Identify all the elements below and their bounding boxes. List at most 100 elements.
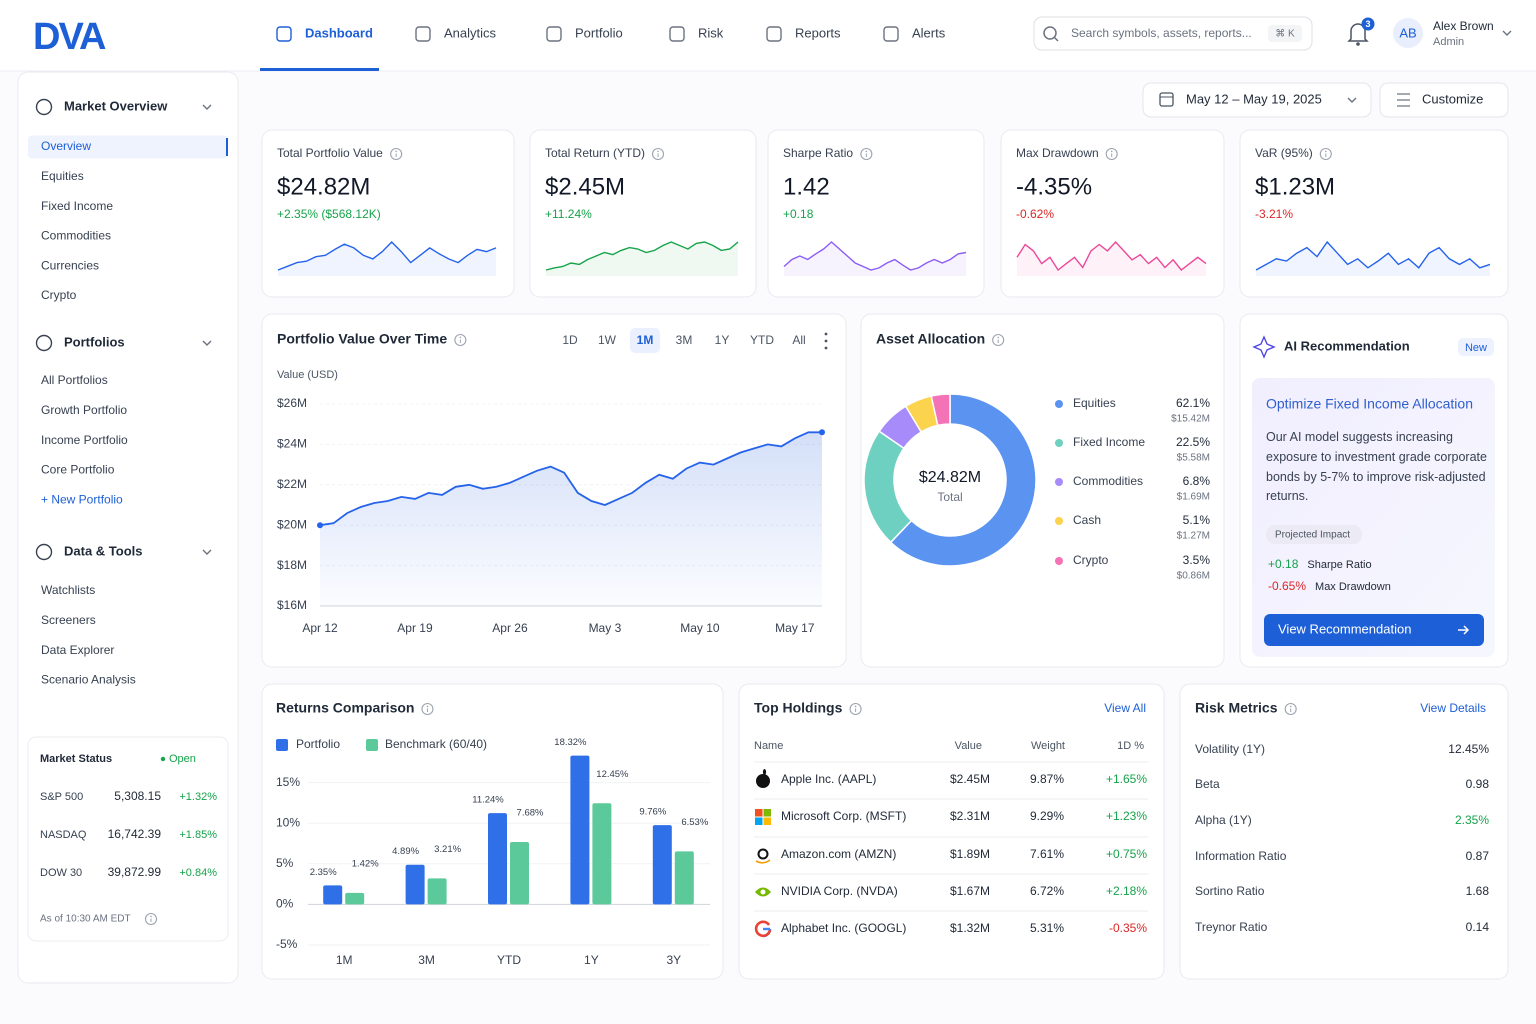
company-logo [762, 769, 767, 775]
nav-item[interactable]: Portfolio [575, 25, 623, 40]
info-icon[interactable] [860, 147, 873, 161]
nav-item[interactable]: Alerts [912, 25, 946, 40]
sidebar-item[interactable]: Commodities [41, 229, 111, 243]
bell-icon[interactable] [1347, 23, 1369, 42]
sidebar-item[interactable]: Scenario Analysis [41, 673, 136, 687]
market-status: Open [169, 753, 196, 765]
range-button[interactable]: 1W [598, 333, 617, 347]
more-menu[interactable] [824, 339, 828, 343]
info-icon[interactable] [390, 147, 403, 161]
chevron[interactable] [1347, 97, 1357, 103]
bar[interactable] [427, 878, 447, 905]
info-icon[interactable] [1105, 147, 1118, 161]
bar[interactable] [510, 842, 529, 905]
range-button[interactable]: 1D [562, 333, 578, 347]
sidebar-item[interactable]: Screeners [41, 613, 96, 627]
search-box[interactable] [1033, 16, 1313, 51]
holding-name[interactable]: NVIDIA Corp. (NVDA) [781, 884, 898, 898]
x-tick-label: 3Y [666, 953, 681, 967]
holding-value: $2.45M [950, 772, 990, 786]
primary-button[interactable] [1264, 614, 1484, 646]
chevron[interactable] [202, 549, 212, 555]
bar[interactable] [488, 813, 507, 905]
holding-name[interactable]: Amazon.com (AMZN) [781, 847, 896, 861]
customize-button[interactable] [1379, 82, 1509, 118]
view-details-link[interactable]: View Details [1420, 701, 1486, 715]
holding-name[interactable]: Alphabet Inc. (GOOGL) [781, 921, 906, 935]
avatar[interactable] [1393, 18, 1423, 48]
info-icon[interactable] [849, 702, 862, 716]
bar[interactable] [323, 885, 343, 905]
chevron[interactable] [202, 340, 212, 346]
y-axis-label: Value (USD) [277, 369, 338, 381]
index-value: 5,308.15 [114, 789, 161, 803]
value-label: 1.42% [352, 858, 379, 869]
impact-value: +0.18 [1268, 557, 1299, 571]
bar[interactable] [592, 803, 612, 905]
legend-swatch [276, 739, 288, 751]
view-all-link[interactable]: View All [1104, 701, 1146, 715]
more-menu[interactable] [824, 332, 828, 336]
search-icon [1053, 36, 1059, 42]
bar[interactable] [405, 864, 425, 905]
holding-name[interactable]: Microsoft Corp. (MSFT) [781, 809, 906, 823]
info-icon[interactable] [1319, 147, 1332, 161]
range-button[interactable]: 1M [637, 333, 654, 347]
section-title[interactable]: Portfolios [64, 334, 125, 349]
range-button[interactable]: 3M [676, 333, 693, 347]
card [1239, 129, 1509, 298]
bar[interactable] [570, 755, 590, 905]
sparkline-area [546, 242, 738, 276]
sidebar-item[interactable]: Equities [41, 169, 84, 183]
sidebar-item[interactable]: Overview [41, 139, 91, 153]
sparkline-area [278, 242, 496, 276]
more-menu[interactable] [824, 346, 828, 350]
sidebar-item[interactable]: Income Portfolio [41, 433, 128, 447]
sidebar-item[interactable]: Fixed Income [41, 199, 113, 213]
x-tick-label: May 3 [589, 621, 622, 635]
button-label[interactable]: View Recommendation [1278, 621, 1411, 636]
date-range-picker[interactable] [1142, 82, 1372, 118]
section-title[interactable]: Market Overview [64, 98, 168, 113]
info-icon [426, 705, 429, 708]
shortcut-key [1268, 25, 1302, 42]
holding-name[interactable]: Apple Inc. (AAPL) [781, 772, 876, 786]
x-tick-label: Apr 26 [492, 621, 528, 635]
holding-value: $1.67M [950, 884, 990, 898]
logo[interactable]: DVA [33, 16, 108, 58]
info-icon[interactable] [651, 147, 665, 161]
value-label: 12.45% [596, 769, 629, 780]
info-icon[interactable] [1284, 702, 1297, 716]
recommendation-body: Our AI model suggests increasing exposur… [1266, 430, 1487, 504]
sidebar-item[interactable]: Currencies [41, 258, 99, 272]
sidebar-item[interactable]: Data Explorer [41, 643, 114, 657]
donut-segment[interactable] [889, 393, 1037, 567]
info-icon [854, 705, 857, 708]
impact-metric: Max Drawdown [1315, 581, 1391, 593]
bar[interactable] [652, 825, 672, 905]
nav-item[interactable]: Dashboard [305, 25, 373, 40]
donut-segment[interactable] [930, 393, 951, 427]
info-icon[interactable] [144, 912, 158, 926]
sidebar-item[interactable]: Crypto [41, 288, 77, 302]
info-icon[interactable] [992, 333, 1005, 347]
sidebar-item[interactable]: Growth Portfolio [41, 403, 127, 417]
chevron[interactable] [1502, 30, 1512, 36]
nav-item[interactable]: Reports [795, 25, 841, 40]
range-button[interactable]: 1Y [715, 333, 730, 347]
range-button[interactable]: YTD [750, 333, 774, 347]
sidebar-item[interactable]: Core Portfolio [41, 463, 115, 477]
customize-label[interactable]: Customize [1422, 91, 1483, 106]
bar[interactable] [674, 851, 694, 905]
info-icon[interactable] [454, 333, 467, 347]
chevron[interactable] [202, 104, 212, 110]
bar[interactable] [345, 892, 365, 905]
sidebar-item[interactable]: + New Portfolio [41, 492, 123, 506]
sidebar-item[interactable]: All Portfolios [41, 373, 108, 387]
info-icon[interactable] [421, 702, 434, 716]
sidebar-item[interactable]: Watchlists [41, 583, 95, 597]
range-button[interactable]: All [792, 333, 805, 347]
nav-item[interactable]: Risk [698, 25, 724, 40]
nav-item[interactable]: Analytics [444, 25, 497, 40]
section-title[interactable]: Data & Tools [64, 543, 143, 558]
